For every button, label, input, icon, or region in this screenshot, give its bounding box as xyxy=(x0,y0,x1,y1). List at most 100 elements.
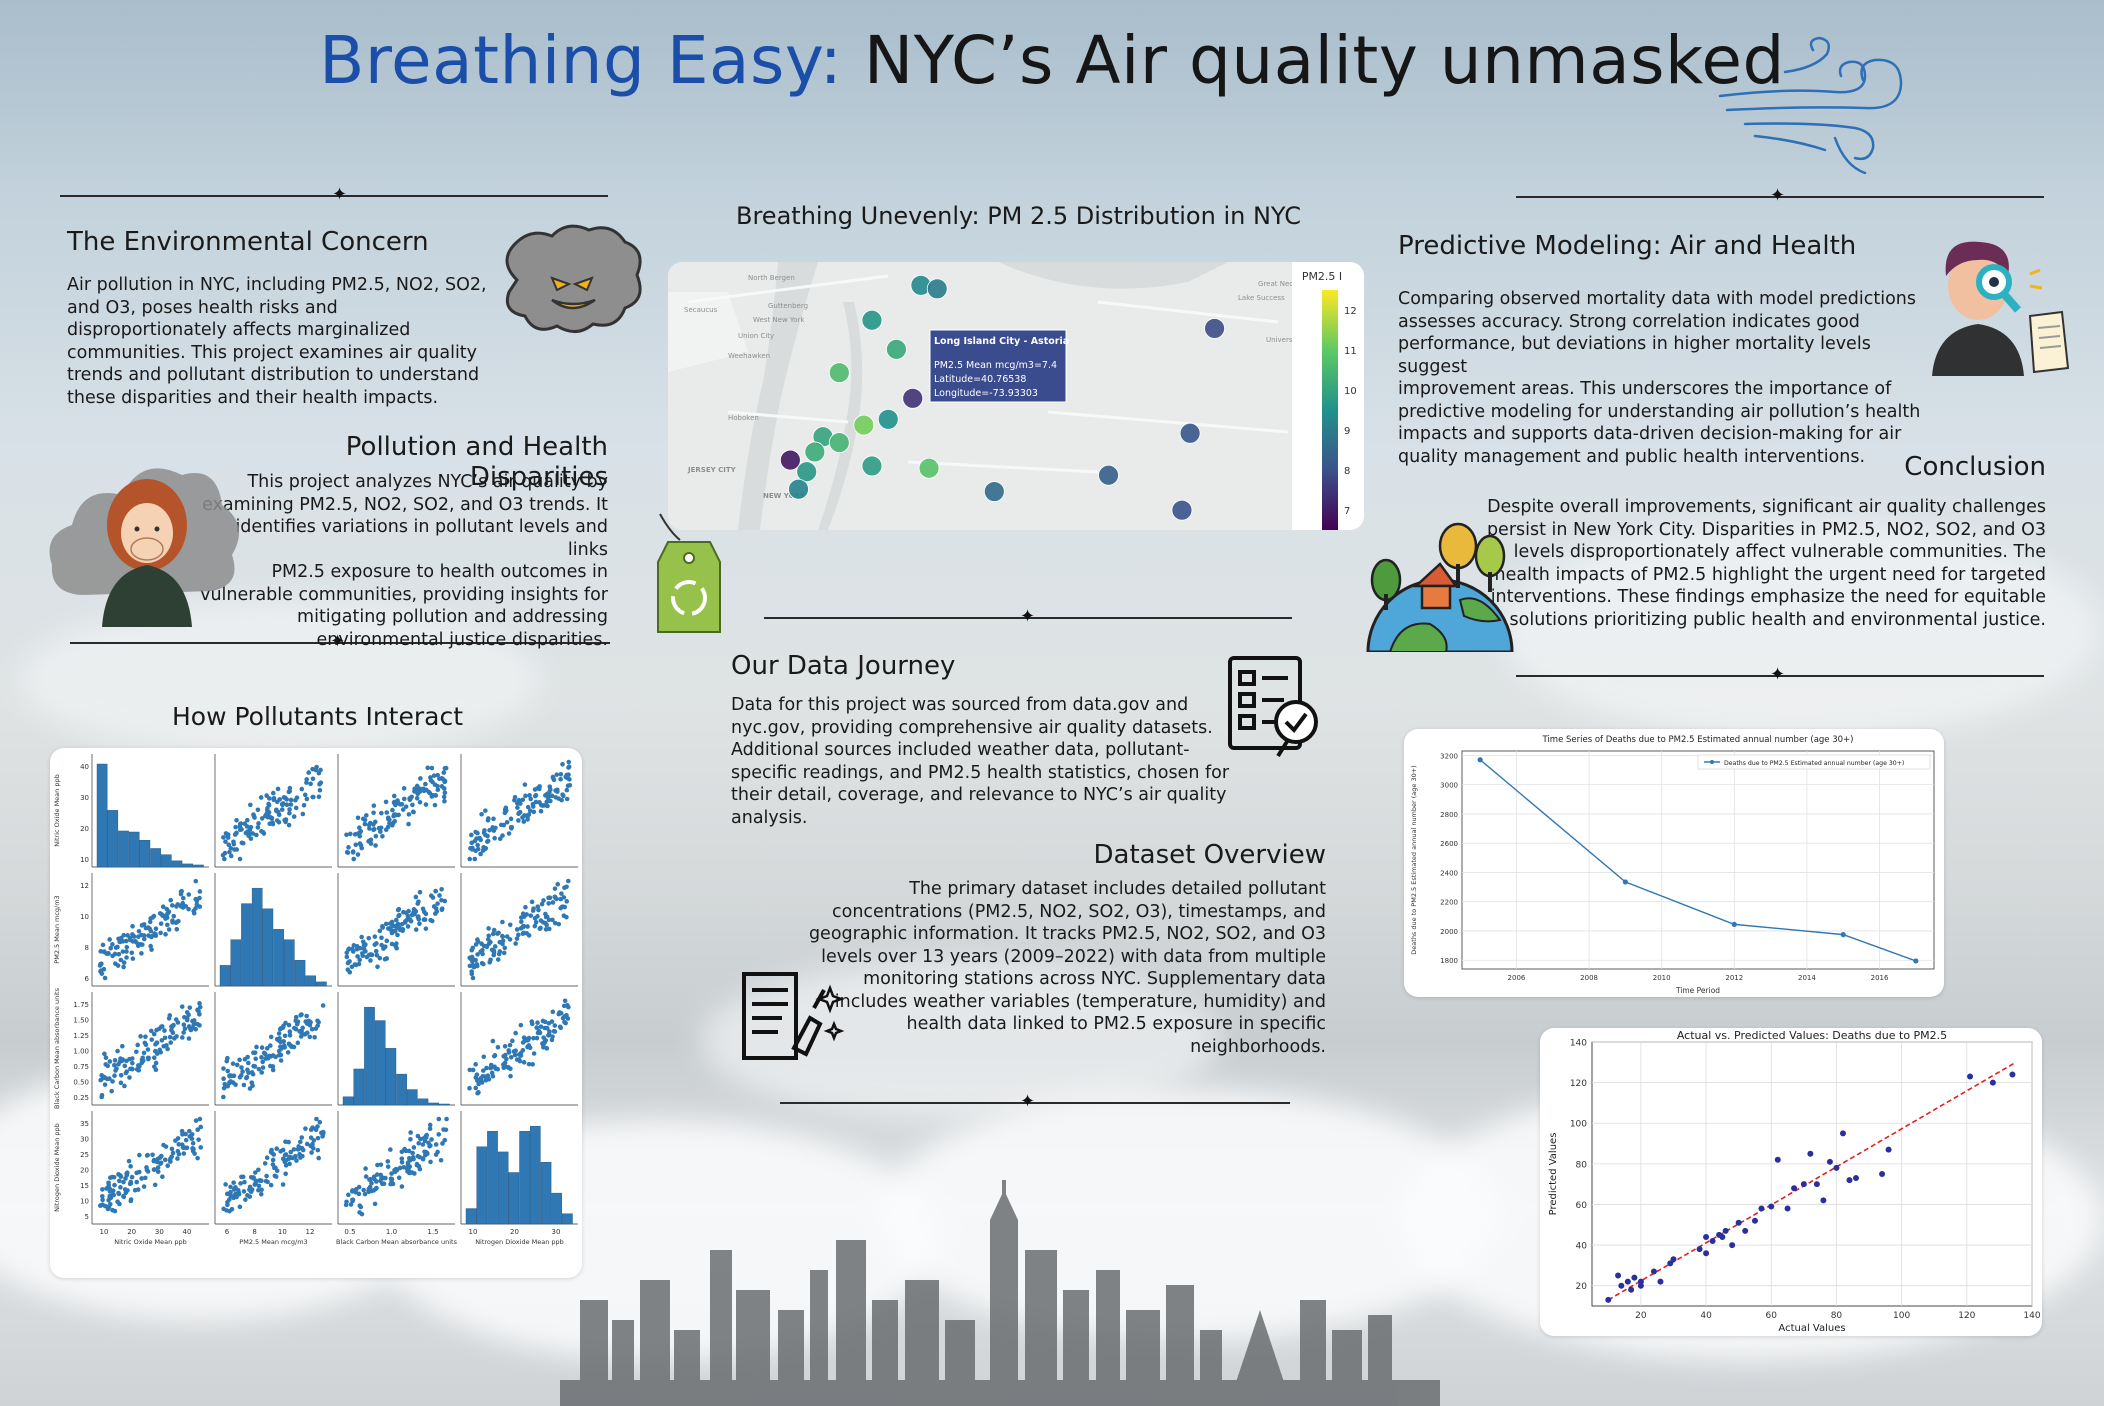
y-tick-label: 3000 xyxy=(1440,782,1458,790)
scatter-point xyxy=(99,1072,104,1078)
scatter-point xyxy=(529,899,535,905)
data-point xyxy=(1709,1238,1716,1245)
scatter-point xyxy=(137,1152,142,1158)
scatter-point xyxy=(411,1145,417,1150)
histogram-bar xyxy=(305,975,317,987)
smog-monster-icon xyxy=(505,224,642,333)
scatter-point xyxy=(121,932,126,938)
scatter-point xyxy=(399,1149,405,1155)
y-tick-label: 60 xyxy=(1576,1201,1588,1211)
monitoring-site-marker xyxy=(877,408,899,430)
scatter-point xyxy=(392,1169,398,1175)
scatter-point xyxy=(530,801,536,807)
scatter-point xyxy=(541,1045,546,1050)
data-point xyxy=(1622,879,1628,885)
scatter-point xyxy=(513,941,518,946)
pairplot-tick-label: 10 xyxy=(100,1228,109,1236)
scatter-point xyxy=(121,960,127,965)
histogram-bar xyxy=(107,810,119,868)
scatter-point xyxy=(175,1156,180,1161)
scatter-point xyxy=(193,1027,199,1032)
road xyxy=(1047,410,1289,434)
scatter-point xyxy=(233,1082,238,1087)
scatter-point xyxy=(227,1197,232,1202)
scatter-point xyxy=(122,1083,127,1089)
scatter-point xyxy=(107,1076,112,1081)
scatter-point xyxy=(186,1036,192,1041)
scatter-point xyxy=(304,1013,309,1019)
scatter-point xyxy=(374,952,380,958)
data-point xyxy=(1667,1260,1674,1267)
plot-frame xyxy=(1591,1041,2033,1307)
scatter-point xyxy=(400,807,406,812)
pairplot-tick-label: 1.25 xyxy=(73,1032,89,1040)
title-highlight: Breathing Easy: xyxy=(319,22,843,99)
scatter-point xyxy=(176,1142,182,1147)
scatter-point xyxy=(225,1083,230,1089)
monitoring-site-marker xyxy=(861,309,883,331)
scatter-point xyxy=(410,802,415,808)
scatter-point xyxy=(174,926,180,932)
data-point xyxy=(1729,1242,1736,1249)
scatter-point xyxy=(384,938,390,944)
scatter-point xyxy=(427,1143,432,1149)
timeseries-card: Time Series of Deaths due to PM2.5 Estim… xyxy=(1404,729,1944,997)
scatter-point xyxy=(256,1066,262,1072)
scatter-point xyxy=(259,1178,264,1184)
scatter-point xyxy=(367,1177,372,1182)
scatter-point xyxy=(181,1022,187,1028)
scatter-point xyxy=(357,957,362,963)
scatter-point xyxy=(106,1182,111,1188)
plot-frame xyxy=(1461,750,1935,970)
scatter-point xyxy=(439,784,445,789)
scatter-point xyxy=(121,964,126,970)
scatter-point xyxy=(187,1134,193,1139)
scatter-point xyxy=(429,794,435,799)
scatter-point xyxy=(362,821,368,827)
scatter-point xyxy=(555,881,561,887)
scatter-point xyxy=(288,802,294,807)
scatter-point xyxy=(391,793,397,799)
scatter-point xyxy=(521,819,527,824)
scatter-point xyxy=(188,1027,194,1033)
scatter-point xyxy=(178,903,184,909)
scatter-point xyxy=(111,1174,117,1180)
scatter-point xyxy=(470,845,475,851)
scatter-point xyxy=(362,1191,368,1197)
scatter-point xyxy=(306,1018,312,1024)
scatter-point xyxy=(518,1022,524,1028)
scatter-point xyxy=(239,1065,244,1070)
scatter-point xyxy=(232,847,237,852)
scatter-point xyxy=(152,1182,158,1188)
scatter-point xyxy=(223,831,229,836)
histogram-bar xyxy=(294,960,306,987)
scatter-point xyxy=(145,1152,150,1158)
scatter-point xyxy=(149,947,154,952)
legend-marker xyxy=(1710,760,1714,764)
x-tick-label: 40 xyxy=(1700,1311,1712,1321)
scatter-point xyxy=(159,1038,165,1043)
pairplot-card: 10 20 30 40 Nitric Oxide Mean ppb 6 8 10 12 PM2.5… xyxy=(50,748,582,1278)
pairplot-tick-label: 30 xyxy=(80,794,89,802)
scatter-point xyxy=(408,1136,413,1142)
scatter-point xyxy=(135,1063,141,1068)
scatter-point xyxy=(246,833,251,839)
scatter-point xyxy=(554,772,560,777)
pairplot-axis-label: PM2.5 Mean mcg/m3 xyxy=(53,895,61,963)
scatter-point xyxy=(255,807,261,813)
scatter-point xyxy=(110,1079,115,1084)
pm25-map[interactable]: North Bergen Guttenberg Secaucus West New Y… xyxy=(668,262,1364,530)
scatter-point xyxy=(291,814,297,819)
map-place-label: Great Neck xyxy=(1258,280,1298,288)
scatter-point xyxy=(136,928,142,934)
scatter-point xyxy=(283,1171,288,1177)
scatter-point xyxy=(247,1194,253,1199)
chart-title: Time Series of Deaths due to PM2.5 Estim… xyxy=(1542,735,1854,745)
pm25-map-card[interactable]: North Bergen Guttenberg Secaucus West New Y… xyxy=(668,262,1364,530)
scatter-point xyxy=(244,817,250,823)
scatter-point xyxy=(485,839,490,844)
scatter-point xyxy=(525,817,530,822)
scatter-point xyxy=(402,920,408,925)
disparities-line: vulnerable communities, providing insigh… xyxy=(200,584,608,605)
y-tick-label: 80 xyxy=(1576,1160,1588,1170)
